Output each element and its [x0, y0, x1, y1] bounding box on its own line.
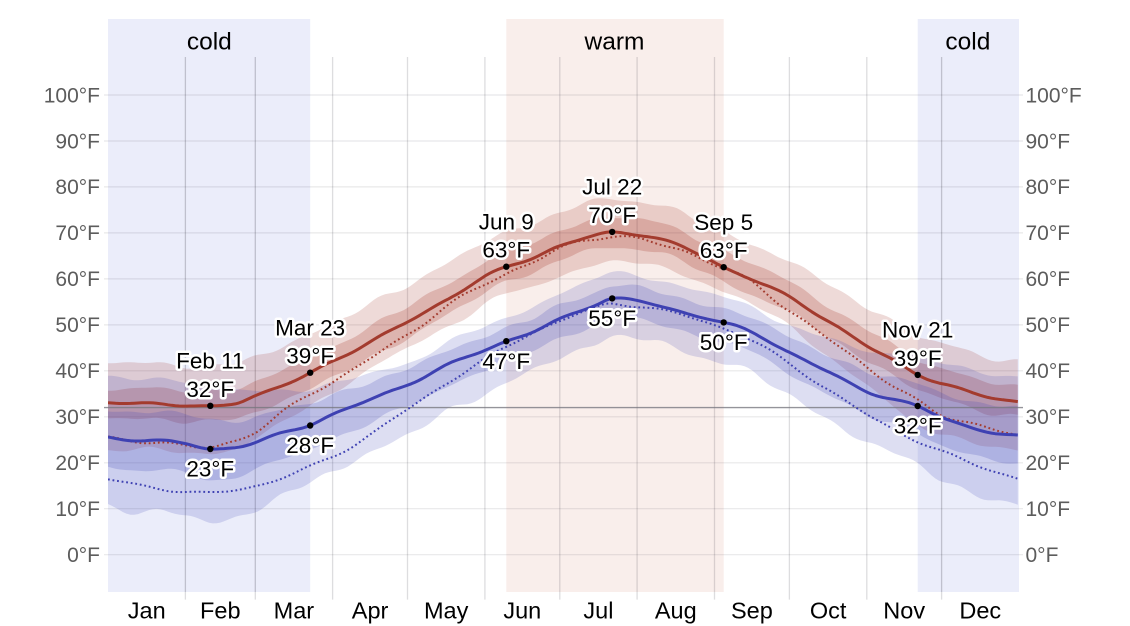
svg-text:May: May	[424, 598, 469, 624]
svg-text:80°F: 80°F	[55, 176, 100, 199]
svg-text:39°F: 39°F	[286, 344, 334, 369]
svg-text:10°F: 10°F	[55, 498, 100, 521]
svg-text:Mar 23: Mar 23	[275, 315, 345, 340]
svg-text:40°F: 40°F	[55, 360, 100, 383]
svg-text:50°F: 50°F	[700, 330, 748, 355]
svg-text:Feb 11: Feb 11	[176, 348, 244, 373]
svg-text:Jun 9: Jun 9	[479, 209, 534, 234]
svg-text:40°F: 40°F	[1026, 360, 1071, 383]
svg-text:100°F: 100°F	[44, 84, 100, 107]
svg-text:60°F: 60°F	[55, 268, 100, 291]
svg-text:50°F: 50°F	[55, 314, 100, 337]
svg-text:20°F: 20°F	[1026, 452, 1071, 475]
svg-text:70°F: 70°F	[588, 203, 636, 228]
svg-text:32°F: 32°F	[186, 377, 234, 402]
svg-text:warm: warm	[584, 29, 645, 56]
svg-text:Apr: Apr	[352, 598, 389, 624]
svg-text:Sep 5: Sep 5	[694, 210, 753, 235]
svg-text:28°F: 28°F	[286, 433, 334, 458]
svg-text:Feb: Feb	[200, 598, 241, 624]
svg-text:80°F: 80°F	[1026, 176, 1071, 199]
svg-text:0°F: 0°F	[67, 544, 100, 567]
svg-text:47°F: 47°F	[482, 349, 530, 374]
svg-text:Dec: Dec	[959, 598, 1001, 624]
svg-text:23°F: 23°F	[186, 457, 234, 482]
svg-text:30°F: 30°F	[55, 406, 100, 429]
svg-text:Jul: Jul	[583, 598, 613, 624]
svg-text:100°F: 100°F	[1026, 84, 1082, 107]
svg-text:Jul 22: Jul 22	[582, 175, 642, 200]
svg-text:39°F: 39°F	[894, 346, 942, 371]
svg-text:63°F: 63°F	[482, 238, 530, 263]
svg-text:Jan: Jan	[128, 598, 166, 624]
svg-text:70°F: 70°F	[1026, 222, 1071, 245]
svg-text:60°F: 60°F	[1026, 268, 1071, 291]
svg-text:90°F: 90°F	[55, 130, 100, 153]
svg-text:Nov 21: Nov 21	[882, 318, 953, 343]
svg-text:Nov: Nov	[883, 598, 925, 624]
svg-text:50°F: 50°F	[1026, 314, 1071, 337]
svg-text:55°F: 55°F	[588, 306, 636, 331]
svg-text:Oct: Oct	[810, 598, 847, 624]
svg-text:20°F: 20°F	[55, 452, 100, 475]
svg-text:70°F: 70°F	[55, 222, 100, 245]
svg-text:Sep: Sep	[731, 598, 773, 624]
svg-text:0°F: 0°F	[1026, 544, 1059, 567]
svg-text:cold: cold	[187, 29, 232, 56]
svg-text:Jun: Jun	[503, 598, 541, 624]
svg-text:cold: cold	[945, 29, 990, 56]
svg-text:32°F: 32°F	[894, 414, 942, 439]
svg-text:10°F: 10°F	[1026, 498, 1071, 521]
svg-text:90°F: 90°F	[1026, 130, 1071, 153]
svg-text:Aug: Aug	[655, 598, 697, 624]
svg-text:63°F: 63°F	[700, 238, 748, 263]
svg-text:Mar: Mar	[274, 598, 315, 624]
svg-text:30°F: 30°F	[1026, 406, 1071, 429]
